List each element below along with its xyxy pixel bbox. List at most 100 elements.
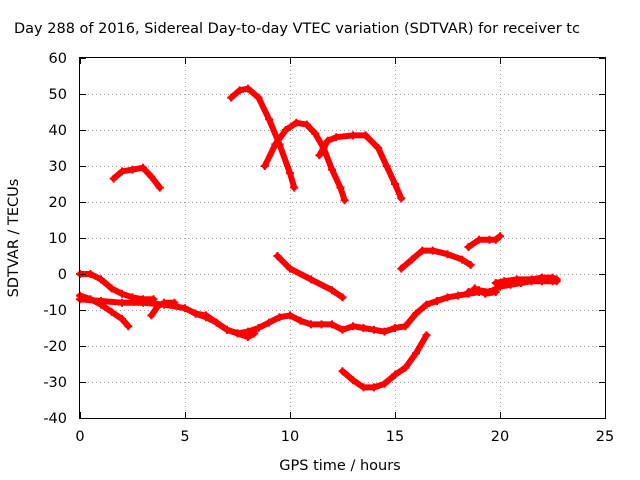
data-point [418, 246, 427, 255]
data-point [391, 180, 399, 188]
series-arc-1 [109, 163, 164, 192]
data-point [401, 322, 410, 331]
data-point [552, 275, 561, 284]
data-point [118, 298, 126, 307]
x-tick-label: 0 [75, 429, 84, 445]
y-tick-label: -10 [43, 303, 67, 319]
data-point [496, 232, 504, 241]
data-point [212, 318, 221, 327]
series-arc-12 [147, 298, 179, 320]
x-tick-label: 15 [386, 429, 404, 445]
data-point [260, 162, 269, 170]
series-arc-8 [76, 270, 158, 304]
data-point [244, 84, 252, 93]
x-tick-label: 10 [281, 429, 299, 445]
data-point [380, 379, 389, 388]
series-arc-11 [191, 309, 259, 341]
plot-frame [79, 57, 606, 419]
data-point [481, 289, 490, 298]
data-point [391, 324, 399, 332]
data-point [302, 120, 311, 129]
data-point [290, 183, 299, 192]
series-line [110, 164, 163, 191]
data-point [349, 322, 357, 331]
data-point [170, 298, 179, 307]
data-point [491, 279, 500, 287]
series-line [228, 85, 298, 191]
data-point [160, 298, 168, 307]
data-point [286, 169, 294, 178]
data-point [466, 261, 475, 269]
series-arc-15 [491, 273, 561, 287]
data-point [139, 298, 147, 307]
data-point [475, 235, 483, 244]
y-tick-label: 60 [49, 51, 67, 67]
data-point [443, 293, 452, 302]
y-tick-label: 0 [58, 267, 67, 283]
data-point [454, 291, 462, 300]
x-tick-label: 5 [180, 429, 189, 445]
data-point [412, 349, 420, 358]
data-point [370, 325, 378, 334]
y-tick-label: 30 [49, 159, 67, 175]
data-point [332, 133, 341, 142]
data-point [491, 288, 500, 296]
data-point [286, 311, 294, 320]
data-point [340, 196, 349, 205]
data-point [349, 376, 357, 385]
data-point [338, 293, 347, 302]
data-point [271, 140, 280, 149]
data-point [315, 151, 324, 160]
data-point [286, 264, 294, 273]
series-arc-2 [227, 84, 299, 192]
series-arc-7 [464, 232, 504, 251]
y-tick-label: 10 [49, 231, 67, 247]
data-point [359, 324, 368, 332]
data-point [128, 165, 137, 174]
data-point [527, 275, 536, 284]
data-point [254, 93, 263, 102]
data-point [191, 309, 200, 318]
data-point [265, 115, 273, 124]
data-point [307, 320, 315, 329]
data-point [407, 255, 416, 264]
data-point [296, 316, 305, 325]
grid-layer [80, 58, 605, 418]
series-line [192, 310, 258, 340]
data-point [244, 333, 252, 341]
data-point [124, 322, 133, 331]
data-point [422, 331, 431, 340]
data-point [323, 136, 332, 145]
data-point [359, 383, 368, 392]
data-point [86, 270, 95, 278]
data-point [338, 325, 347, 334]
series-line [261, 119, 348, 204]
y-tick-label: -20 [43, 339, 67, 355]
data-point [202, 311, 210, 320]
data-point [443, 250, 452, 259]
series-line [77, 289, 482, 337]
data-point [181, 304, 189, 313]
data-point [374, 144, 383, 152]
data-point [233, 329, 242, 338]
y-tick-label: 20 [49, 195, 67, 211]
data-point [118, 315, 126, 323]
x-tick-label: 25 [596, 429, 614, 445]
data-point [464, 243, 473, 251]
data-point [147, 311, 156, 320]
data-point [548, 273, 557, 282]
data-point [317, 320, 326, 329]
data-point [97, 297, 105, 305]
x-axis-label: GPS time / hours [279, 458, 400, 474]
data-point [153, 302, 162, 311]
data-point [428, 246, 437, 255]
y-tick-label: -40 [43, 411, 67, 427]
data-point [155, 183, 164, 192]
series-arc-16 [470, 284, 500, 298]
data-point [512, 275, 521, 284]
data-point [491, 235, 500, 244]
data-point [328, 320, 336, 329]
series-arc-6 [397, 246, 475, 273]
data-point [391, 370, 399, 379]
data-point [380, 327, 389, 336]
